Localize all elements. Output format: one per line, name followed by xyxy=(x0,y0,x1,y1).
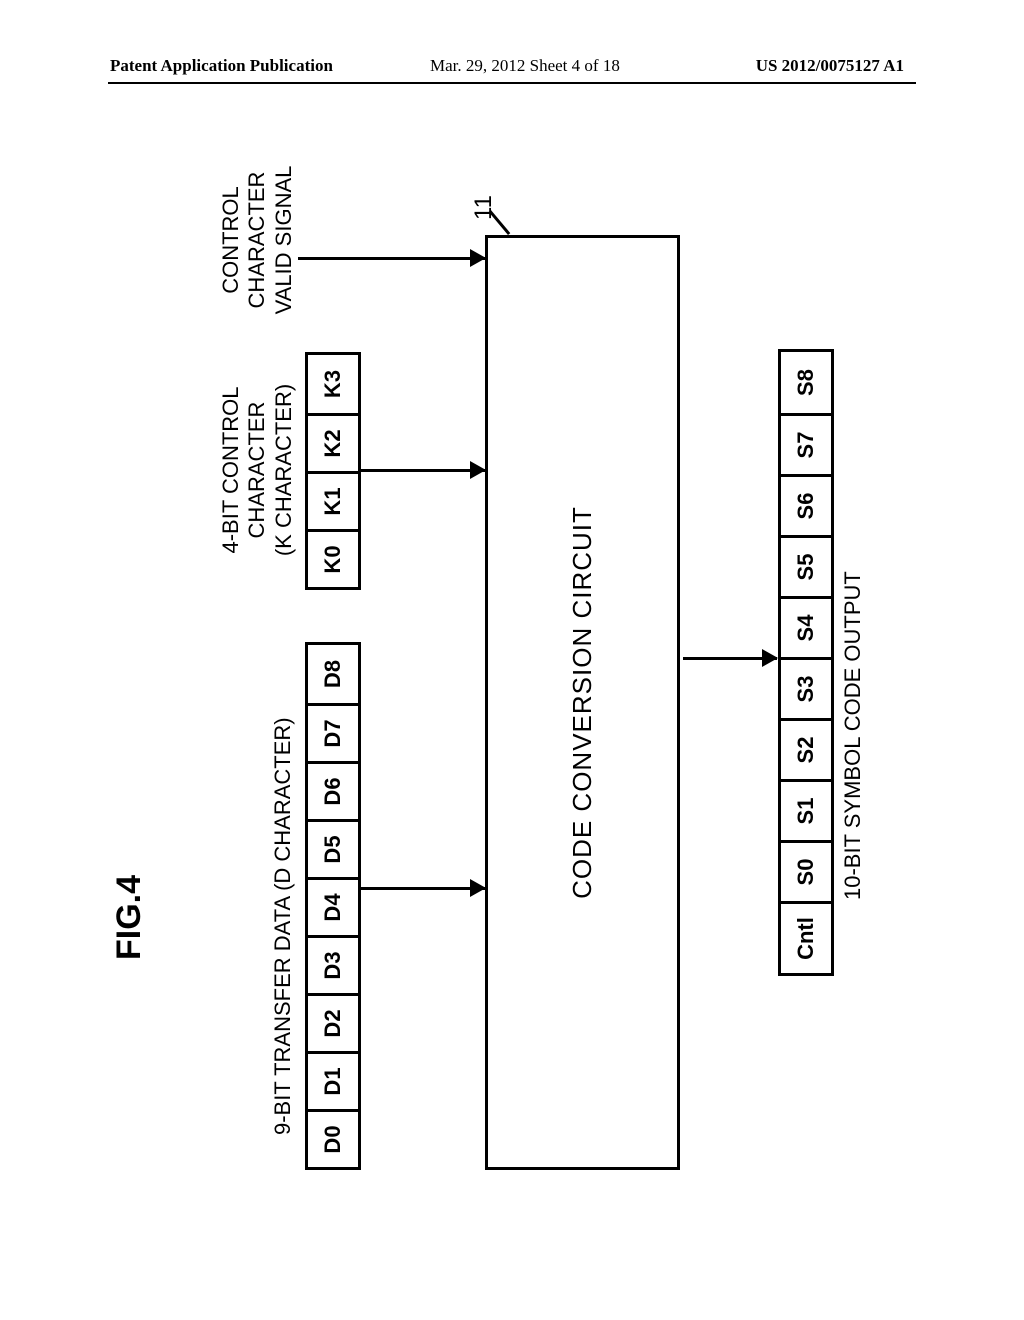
arrow-d-to-box xyxy=(358,887,485,890)
page: Patent Application Publication Mar. 29, … xyxy=(0,0,1024,1320)
s-bit: S7 xyxy=(781,413,831,474)
output-bits: Cntl S0 S1 S2 S3 S4 S5 S6 S7 S8 xyxy=(778,349,834,976)
figure-4: FIG.4 9-BIT TRANSFER DATA (D CHARACTER) … xyxy=(100,150,924,1230)
k-character-bits: K0 K1 K2 K3 xyxy=(305,352,361,590)
d-bit: D0 xyxy=(308,1109,358,1167)
k-bit: K0 xyxy=(308,529,358,587)
d-bit: D2 xyxy=(308,993,358,1051)
d-bit: D8 xyxy=(308,645,358,703)
header-left: Patent Application Publication xyxy=(110,56,333,76)
ref-number: 11 xyxy=(470,195,498,220)
k-bit: K3 xyxy=(308,355,358,413)
header-rule xyxy=(108,82,916,84)
d-bit: D7 xyxy=(308,703,358,761)
d-bit: D6 xyxy=(308,761,358,819)
k-bit: K1 xyxy=(308,471,358,529)
d-bit: D3 xyxy=(308,935,358,993)
d-character-bits: D0 D1 D2 D3 D4 D5 D6 D7 D8 xyxy=(305,642,361,1170)
arrow-k-to-box xyxy=(358,469,485,472)
valid-signal-label: CONTROL CHARACTER VALID SIGNAL xyxy=(218,155,297,325)
s-bit: S6 xyxy=(781,474,831,535)
header-right: US 2012/0075127 A1 xyxy=(756,56,904,76)
d-bit: D1 xyxy=(308,1051,358,1109)
s-bit: S4 xyxy=(781,596,831,657)
conversion-box: CODE CONVERSION CIRCUIT xyxy=(485,235,680,1170)
diagram-area: FIG.4 9-BIT TRANSFER DATA (D CHARACTER) … xyxy=(100,150,924,1230)
s-bit: S1 xyxy=(781,779,831,840)
conversion-text: CODE CONVERSION CIRCUIT xyxy=(567,506,598,899)
k-character-label: 4-BIT CONTROL CHARACTER (K CHARACTER) xyxy=(218,350,297,590)
output-label: 10-BIT SYMBOL CODE OUTPUT xyxy=(840,571,866,900)
s-bit: S0 xyxy=(781,840,831,901)
figure-label: FIG.4 xyxy=(110,875,149,960)
s-bit: S5 xyxy=(781,535,831,596)
d-bit: D4 xyxy=(308,877,358,935)
s-bit: S3 xyxy=(781,657,831,718)
arrow-valid-to-box xyxy=(298,257,485,260)
header-center: Mar. 29, 2012 Sheet 4 of 18 xyxy=(430,56,620,76)
s-bit: Cntl xyxy=(781,901,831,973)
d-character-label: 9-BIT TRANSFER DATA (D CHARACTER) xyxy=(270,717,296,1135)
arrow-box-to-output xyxy=(683,657,777,660)
d-bit: D5 xyxy=(308,819,358,877)
s-bit: S8 xyxy=(781,352,831,413)
k-bit: K2 xyxy=(308,413,358,471)
s-bit: S2 xyxy=(781,718,831,779)
